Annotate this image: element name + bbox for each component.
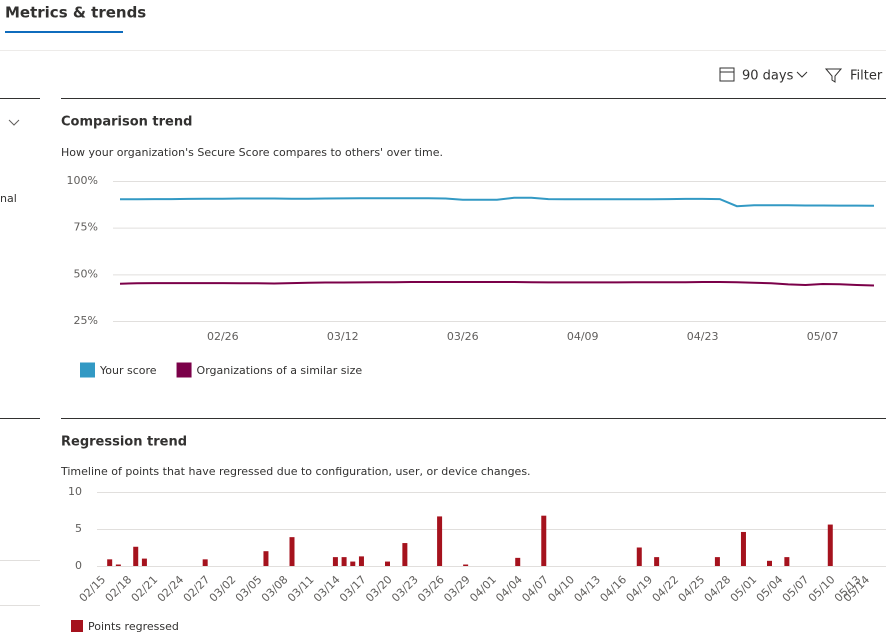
expand-chevron[interactable] bbox=[8, 119, 20, 126]
bar bbox=[515, 557, 521, 566]
legend-label: Organizations of a similar size bbox=[197, 364, 363, 377]
filter-label: Filter bbox=[850, 69, 883, 84]
x-tick-label: 03/17 bbox=[337, 573, 369, 605]
card-subtitle: How your organization's Secure Score com… bbox=[61, 146, 443, 159]
range-button[interactable]: 90 days bbox=[719, 67, 808, 84]
x-tick-label: 03/08 bbox=[259, 573, 291, 605]
x-tick-label: 03/14 bbox=[311, 573, 343, 605]
bar bbox=[827, 524, 833, 566]
bar bbox=[654, 557, 660, 566]
bar bbox=[332, 557, 338, 566]
x-tick-label: 04/10 bbox=[545, 573, 577, 605]
x-tick-label: 05/07 bbox=[780, 573, 812, 605]
bar bbox=[107, 559, 113, 566]
calendar-icon bbox=[719, 67, 735, 82]
tab-underline bbox=[5, 31, 123, 33]
x-tick-label: 02/24 bbox=[155, 573, 187, 605]
bar bbox=[636, 547, 642, 566]
x-tick-label: 05/04 bbox=[754, 573, 786, 605]
y-tick-label: 25% bbox=[74, 314, 98, 327]
x-tick-label: 04/28 bbox=[702, 573, 734, 605]
x-tick-label: 02/15 bbox=[77, 573, 109, 605]
card-subtitle: Timeline of points that have regressed d… bbox=[60, 465, 531, 478]
bar bbox=[141, 558, 147, 566]
legend-swatch bbox=[80, 362, 95, 378]
bar bbox=[463, 564, 469, 566]
x-tick-label: 04/13 bbox=[571, 573, 603, 605]
bar bbox=[350, 561, 356, 566]
card-title: Comparison trend bbox=[61, 115, 192, 130]
y-tick-label: 10 bbox=[68, 485, 82, 498]
bar bbox=[767, 560, 772, 566]
bar bbox=[740, 531, 746, 566]
line bbox=[119, 281, 875, 287]
y-tick-label: 100% bbox=[67, 174, 98, 187]
legend-label: Your score bbox=[99, 364, 157, 377]
y-tick-label: 50% bbox=[74, 267, 98, 280]
x-tick-label: 03/29 bbox=[441, 573, 473, 605]
x-tick-label: 04/19 bbox=[624, 573, 656, 605]
x-tick-label: 02/21 bbox=[129, 573, 161, 605]
bar bbox=[202, 559, 208, 566]
bar bbox=[341, 557, 347, 566]
bar bbox=[385, 561, 390, 566]
y-tick-label: 0 bbox=[75, 559, 82, 572]
y-tick-label: 75% bbox=[74, 221, 98, 234]
x-tick-label: 03/23 bbox=[389, 573, 421, 605]
tab[interactable]: Metrics & trends bbox=[5, 4, 146, 22]
left-panel-text: nal bbox=[0, 192, 17, 205]
x-tick-label: 03/11 bbox=[285, 573, 317, 605]
filter-icon bbox=[824, 68, 843, 83]
bar bbox=[115, 564, 121, 566]
filter-button[interactable]: Filter bbox=[824, 68, 883, 84]
bar bbox=[437, 516, 443, 566]
x-tick-label: 04/01 bbox=[467, 573, 499, 605]
x-tick-label: 04/23 bbox=[687, 330, 719, 343]
x-tick-label: 04/09 bbox=[567, 330, 599, 343]
x-tick-label: 03/12 bbox=[327, 330, 359, 343]
x-tick-label: 05/07 bbox=[807, 330, 839, 343]
bar bbox=[714, 557, 720, 566]
legend-swatch bbox=[71, 620, 83, 632]
bar bbox=[133, 546, 139, 566]
x-tick-label: 02/26 bbox=[207, 330, 239, 343]
legend-swatch bbox=[176, 362, 192, 378]
line bbox=[120, 196, 875, 208]
x-tick-label: 02/27 bbox=[181, 573, 213, 605]
x-tick-label: 03/26 bbox=[415, 573, 447, 605]
chevron bbox=[796, 71, 808, 78]
x-tick-label: 04/22 bbox=[650, 573, 682, 605]
x-tick-label: 04/16 bbox=[598, 573, 630, 605]
x-tick-label: 03/26 bbox=[447, 330, 479, 343]
bar bbox=[541, 515, 547, 566]
x-tick-label: 04/25 bbox=[676, 573, 708, 605]
x-tick-label: 04/07 bbox=[519, 573, 551, 605]
bar bbox=[784, 557, 790, 566]
x-tick-label: 03/02 bbox=[207, 573, 239, 605]
range-label: 90 days bbox=[742, 69, 794, 84]
bar bbox=[358, 556, 364, 566]
card-title: Regression trend bbox=[61, 435, 187, 450]
legend-label: Points regressed bbox=[88, 620, 179, 633]
x-tick-label: 05/10 bbox=[806, 573, 838, 605]
x-tick-label: 05/01 bbox=[728, 573, 760, 605]
bar bbox=[263, 551, 269, 566]
x-tick-label: 04/04 bbox=[493, 573, 525, 605]
x-tick-label: 03/05 bbox=[233, 573, 265, 605]
y-tick-label: 5 bbox=[75, 522, 82, 535]
x-tick-label: 03/20 bbox=[363, 573, 395, 605]
bar bbox=[289, 537, 295, 566]
bar bbox=[402, 543, 408, 566]
x-tick-label: 02/18 bbox=[103, 573, 135, 605]
